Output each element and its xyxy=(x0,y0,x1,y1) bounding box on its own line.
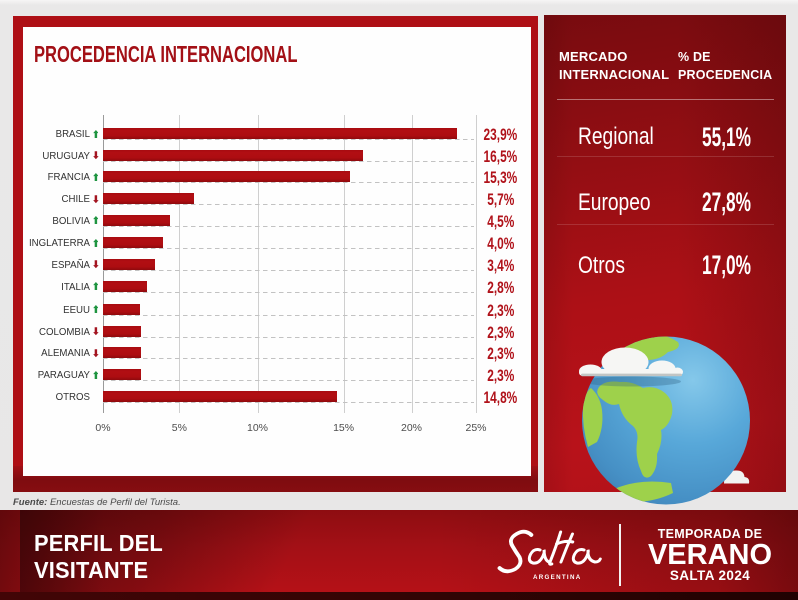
svg-text:ARGENTINA: ARGENTINA xyxy=(533,574,581,581)
